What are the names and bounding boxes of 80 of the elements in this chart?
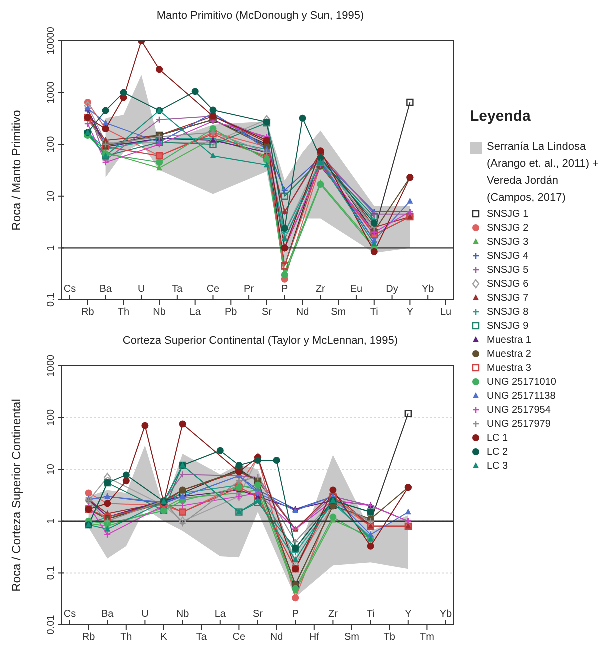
x-tick-label: Rb [82,307,95,318]
x-tick-label: Dy [386,284,398,295]
legend-label: SNSJG 7 [487,292,529,304]
x-tick-label: La [190,307,202,318]
y-axis-title: Roca / Manto Primitivo [9,110,24,231]
legend-label: SNSJG 4 [487,250,529,262]
legend-label: UNG 25171138 [487,390,556,402]
legend-label: SNSJG 2 [487,222,529,234]
x-tick-label: Zr [316,284,326,295]
x-tick-label: Yb [440,609,453,620]
legend-label: SNSJG 5 [487,264,529,276]
y-tick-label: 0.1 [46,292,57,307]
x-tick-label: Sm [344,632,360,643]
legend-label: SNSJG 6 [487,278,529,290]
legend-label: Muestra 2 [487,348,532,360]
legend-label: Muestra 1 [487,334,532,346]
y-tick-label: 100 [46,136,57,153]
x-tick-label: Th [118,307,130,318]
legend-label: LC 3 [487,460,508,472]
x-tick-label: Ba [101,609,114,620]
y-tick-label: 1 [46,518,57,524]
y-axis-title: Roca / Corteza Superior Continental [9,399,24,592]
legend-label: LC 1 [487,432,508,444]
legend-label: UNG 2517979 [487,418,551,430]
legend-label: SNSJG 9 [487,320,529,332]
x-tick-label: Lu [440,307,452,318]
x-tick-label: Ta [196,632,208,643]
x-tick-label: Ti [366,609,375,620]
x-tick-label: P [282,284,289,295]
legend-label: Muestra 3 [487,362,532,374]
x-tick-label: K [160,632,168,643]
x-tick-label: Eu [350,284,363,295]
x-tick-label: Hf [309,632,320,643]
legend-label: Serranía La Lindosa (Arango et. al., 2011) + Vereda Jordán (Campos, 2017) [487,140,600,206]
x-tick-label: Sr [262,307,273,318]
y-tick-label: 10000 [46,26,57,55]
x-tick-label: Yb [422,284,435,295]
x-tick-label: Tb [384,632,396,643]
y-tick-label: 1000 [46,354,57,378]
y-tick-label: 100 [46,409,57,426]
y-tick-label: 0.01 [46,614,57,635]
legend-label: UNG 25171010 [487,376,556,388]
x-tick-label: Cs [64,609,76,620]
x-tick-label: Ba [100,284,112,295]
y-tick-label: 1000 [46,81,57,104]
x-tick-label: U [142,609,149,620]
x-tick-label: Th [120,632,132,643]
x-tick-label: Cs [64,284,76,295]
chart-title: Corteza Superior Continental (Taylor y McLennan, 1995) [122,335,400,347]
x-tick-label: Nd [296,307,310,318]
legend-label: LC 2 [487,446,508,458]
x-tick-label: Ti [370,307,378,318]
y-tick-label: 10 [46,190,57,202]
x-tick-label: Tm [420,632,434,643]
x-tick-label: Ta [172,284,184,295]
x-tick-label: Nb [176,609,190,620]
x-tick-label: Sr [253,609,264,620]
y-tick-label: 1 [46,244,57,251]
legend-label: SNSJG 8 [487,306,529,318]
x-tick-label: Sm [331,307,346,318]
x-tick-label: Y [406,307,414,318]
x-tick-label: La [214,609,226,620]
x-tick-label: Nb [153,307,166,318]
x-tick-label: Pr [244,284,255,295]
x-tick-label: Nd [270,632,284,643]
x-tick-label: Ce [232,632,246,643]
legend-label: UNG 2517954 [487,404,551,416]
x-tick-label: P [292,609,300,620]
legend-title: Leyenda [470,108,532,125]
chart-title: Manto Primitivo (McDonough y Sun, 1995) [156,10,366,22]
legend-label: SNSJG 1 [487,208,529,220]
x-tick-label: Ce [206,284,220,295]
legend-label: SNSJG 3 [487,236,529,248]
x-tick-label: Pb [225,307,238,318]
y-tick-label: 0.1 [46,566,57,580]
x-tick-label: Y [405,609,412,620]
x-tick-label: Rb [82,632,96,643]
y-tick-label: 10 [46,464,57,476]
x-tick-label: Zr [328,609,339,620]
x-tick-label: U [138,284,146,295]
